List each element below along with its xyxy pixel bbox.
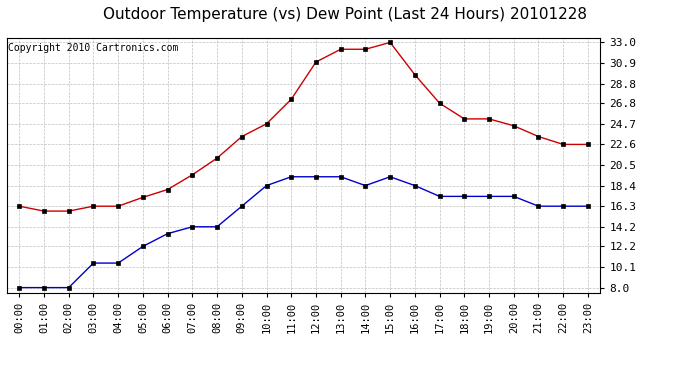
Text: Outdoor Temperature (vs) Dew Point (Last 24 Hours) 20101228: Outdoor Temperature (vs) Dew Point (Last… (103, 8, 587, 22)
Text: Copyright 2010 Cartronics.com: Copyright 2010 Cartronics.com (8, 43, 179, 52)
